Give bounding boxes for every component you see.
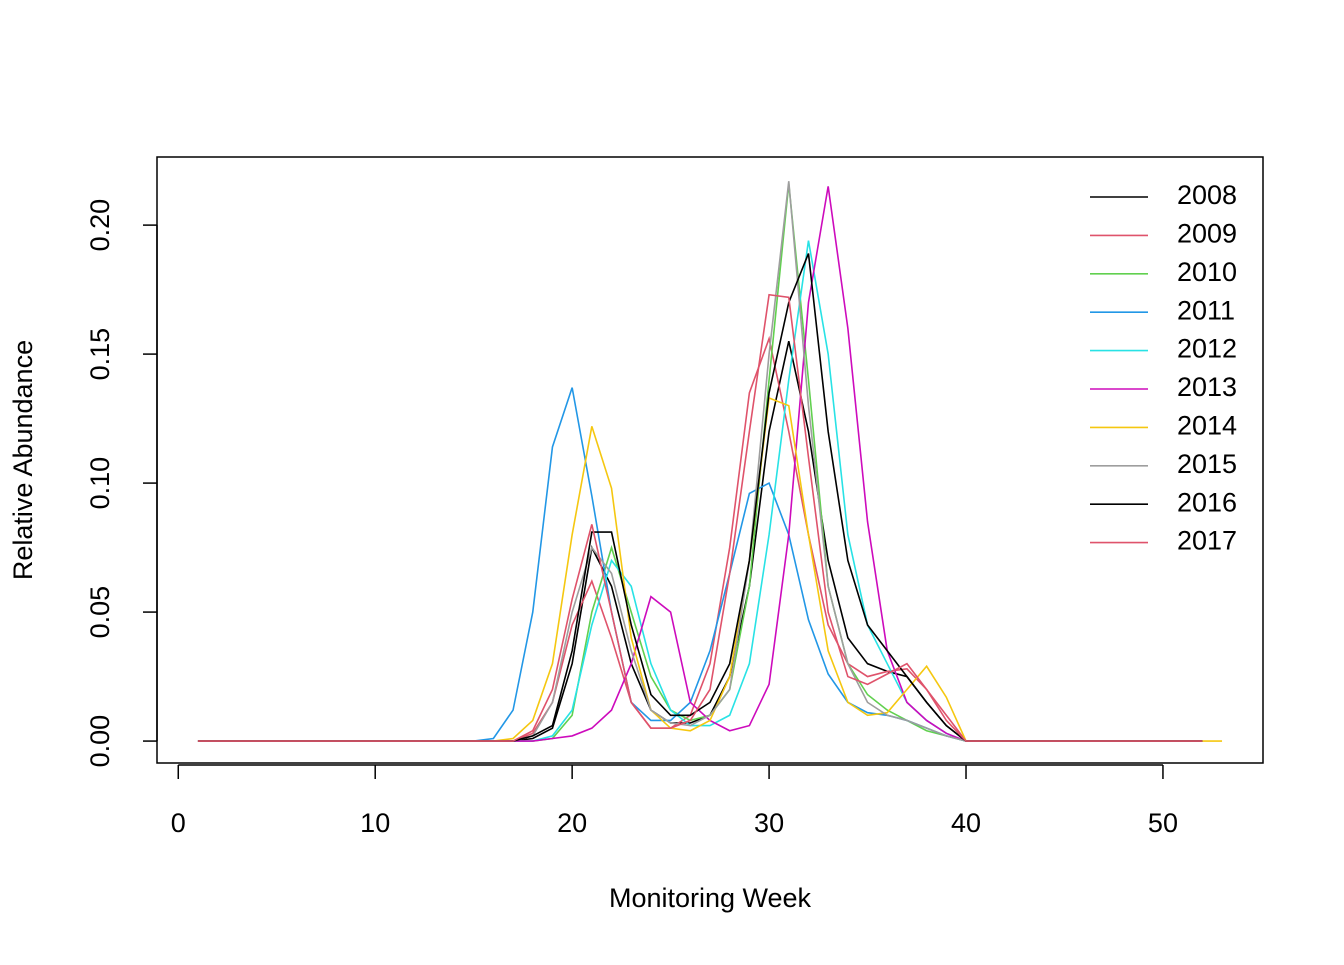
series-line [197, 186, 1203, 742]
y-tick-label: 0.15 [85, 328, 115, 381]
x-tick-label: 20 [557, 808, 587, 838]
series-line [197, 253, 1203, 742]
legend-label: 2017 [1177, 526, 1237, 556]
x-tick-label: 50 [1148, 808, 1178, 838]
series-line [197, 181, 1203, 742]
x-tick-label: 0 [171, 808, 186, 838]
x-tick-label: 30 [754, 808, 784, 838]
legend-label: 2008 [1177, 180, 1237, 210]
legend-label: 2010 [1177, 257, 1237, 287]
series-line [197, 240, 1203, 742]
x-tick-label: 40 [951, 808, 981, 838]
legend-label: 2015 [1177, 449, 1237, 479]
plot-box [156, 156, 1264, 764]
legend-label: 2009 [1177, 219, 1237, 249]
y-tick-label: 0.00 [85, 715, 115, 768]
legend-label: 2016 [1177, 487, 1237, 517]
series-line [197, 341, 1203, 742]
series-line [197, 293, 1203, 742]
y-tick-label: 0.10 [85, 457, 115, 510]
y-tick-label: 0.20 [85, 199, 115, 252]
legend-label: 2012 [1177, 334, 1237, 364]
legend-label: 2011 [1177, 295, 1235, 325]
legend-label: 2014 [1177, 411, 1237, 441]
legend-label: 2013 [1177, 372, 1237, 402]
series-line [197, 335, 1203, 742]
y-axis-label: Relative Abundance [8, 340, 38, 580]
y-tick-label: 0.05 [85, 586, 115, 639]
x-tick-label: 10 [360, 808, 390, 838]
series-line [197, 183, 1203, 742]
x-axis-label: Monitoring Week [609, 883, 812, 913]
